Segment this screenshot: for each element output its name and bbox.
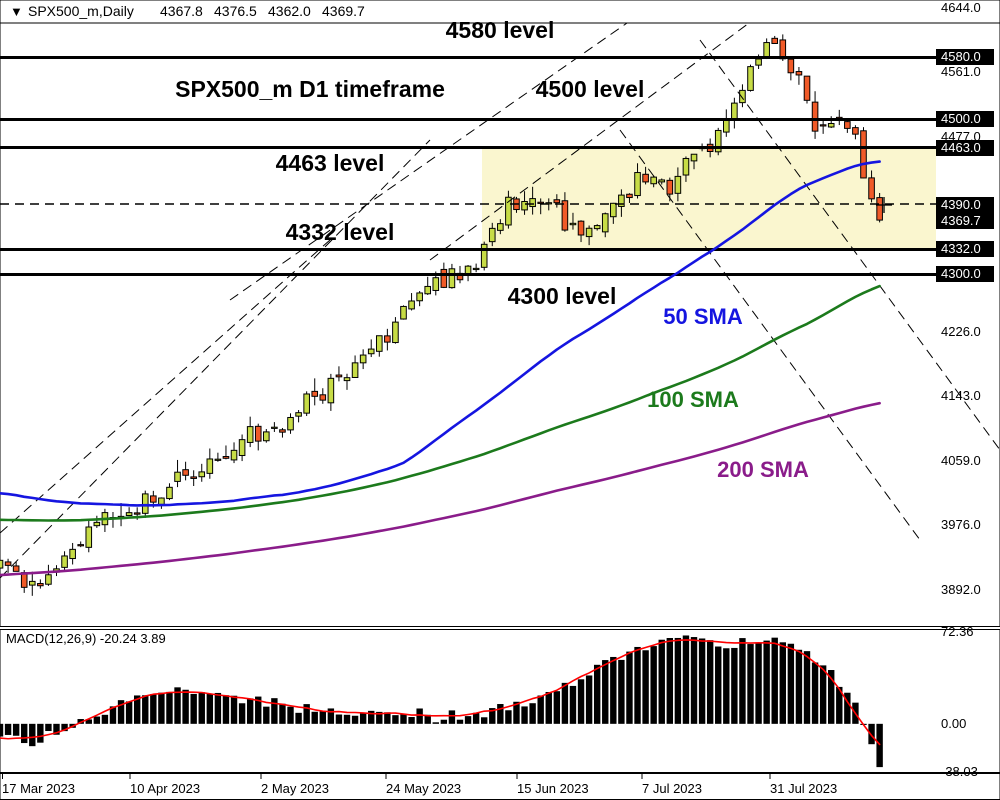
svg-text:4580.0: 4580.0	[941, 49, 981, 64]
svg-text:50 SMA: 50 SMA	[663, 304, 743, 329]
svg-text:7 Jul 2023: 7 Jul 2023	[642, 781, 702, 796]
svg-text:10 Apr 2023: 10 Apr 2023	[130, 781, 200, 796]
svg-text:4300.0: 4300.0	[941, 266, 981, 281]
svg-text:SPX500_m D1 timeframe: SPX500_m D1 timeframe	[175, 76, 445, 102]
svg-text:3976.0: 3976.0	[941, 517, 981, 532]
svg-text:4332.0: 4332.0	[941, 241, 981, 256]
svg-text:4376.5: 4376.5	[214, 3, 257, 19]
svg-text:72.36: 72.36	[941, 624, 974, 639]
svg-text:4059.0: 4059.0	[941, 453, 981, 468]
svg-text:3892.0: 3892.0	[941, 582, 981, 597]
svg-text:4226.0: 4226.0	[941, 324, 981, 339]
svg-text:4463.0: 4463.0	[941, 140, 981, 155]
svg-text:31 Jul 2023: 31 Jul 2023	[770, 781, 837, 796]
svg-text:4644.0: 4644.0	[941, 0, 981, 15]
svg-text:4369.7: 4369.7	[941, 213, 981, 228]
svg-text:4369.7: 4369.7	[322, 3, 365, 19]
svg-text:4500.0: 4500.0	[941, 111, 981, 126]
svg-text:4300 level: 4300 level	[508, 283, 617, 309]
svg-text:4332 level: 4332 level	[286, 219, 395, 245]
svg-text:4463 level: 4463 level	[276, 150, 385, 176]
svg-text:4580 level: 4580 level	[446, 17, 555, 43]
svg-text:SPX500_m,Daily: SPX500_m,Daily	[28, 3, 134, 19]
svg-text:4362.0: 4362.0	[268, 3, 311, 19]
svg-text:-38.03: -38.03	[941, 764, 978, 779]
svg-text:0.00: 0.00	[941, 716, 966, 731]
svg-text:4561.0: 4561.0	[941, 64, 981, 79]
svg-text:2 May 2023: 2 May 2023	[261, 781, 329, 796]
svg-text:4143.0: 4143.0	[941, 388, 981, 403]
svg-text:4367.8: 4367.8	[160, 3, 203, 19]
svg-text:4500 level: 4500 level	[536, 76, 645, 102]
svg-text:17 Mar 2023: 17 Mar 2023	[2, 781, 75, 796]
svg-text:▼: ▼	[10, 4, 23, 19]
svg-text:24 May 2023: 24 May 2023	[386, 781, 461, 796]
svg-text:15 Jun 2023: 15 Jun 2023	[517, 781, 589, 796]
svg-text:MACD(12,26,9) -20.24 3.89: MACD(12,26,9) -20.24 3.89	[6, 631, 166, 646]
svg-text:100 SMA: 100 SMA	[647, 387, 739, 412]
svg-text:200 SMA: 200 SMA	[717, 457, 809, 482]
svg-text:4390.0: 4390.0	[941, 197, 981, 212]
